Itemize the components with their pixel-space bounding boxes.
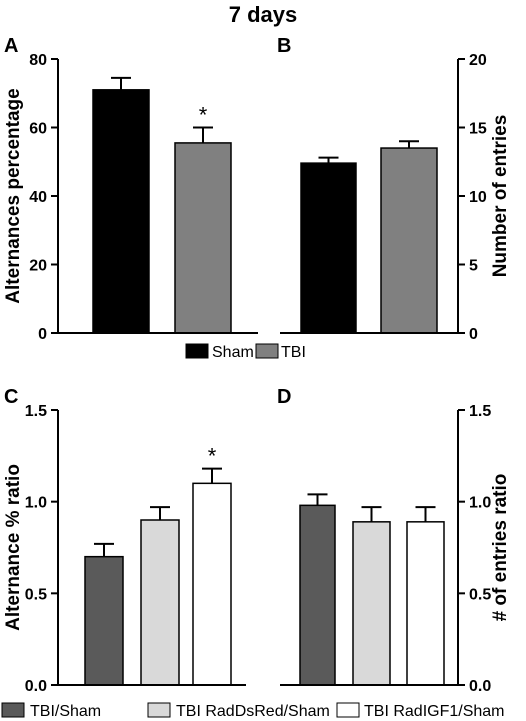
panel-a-significance-tbi: * <box>199 103 208 128</box>
panel-b-y-axis-label: Number of entries <box>490 115 511 278</box>
panel-c-y-axis-label: Alternance % ratio <box>3 464 24 631</box>
figure-title: 7 days <box>229 2 298 27</box>
legend-swatch-tbi <box>255 343 279 359</box>
legend-swatch-tbi-raddsred-sham <box>147 702 171 718</box>
legend-label-sham: Sham <box>212 344 254 361</box>
legend-swatch-tbi-sham <box>1 702 25 718</box>
panel-b-tick-label: 10 <box>469 189 487 206</box>
panel-c-bar-tbi-sham <box>84 555 124 686</box>
panel-b-bar-tbi <box>380 147 438 334</box>
panel-c-tick-label: 1.5 <box>25 403 47 420</box>
panel-d-bar-tbi-raddsred-sham <box>352 521 391 686</box>
panel-c-tick-label: 0.5 <box>25 586 47 603</box>
panel-d-tick-label: 1.5 <box>469 403 491 420</box>
legend-swatch-tbi-radigf1-sham <box>336 702 360 718</box>
panel-a-label: A <box>4 35 18 57</box>
panel-d-bar-tbi-sham <box>299 504 336 686</box>
legend-label-tbi: TBI <box>281 344 306 361</box>
panel-b-tick-label: 15 <box>469 121 487 138</box>
panel-a-y-axis-label: Alternances percentage <box>3 88 24 303</box>
panel-a-tick-label: 80 <box>29 52 47 69</box>
panel-b-tick-label: 0 <box>469 326 478 343</box>
panel-c-label: C <box>4 386 18 408</box>
panel-c-tick-label: 0.0 <box>25 678 47 695</box>
panel-d-label: D <box>277 386 291 408</box>
panel-d-tick-label: 0.5 <box>469 586 491 603</box>
panel-c-significance-tbi-radigf1-sham: * <box>208 444 217 469</box>
panel-a-bar-tbi <box>174 142 232 334</box>
panel-c-bar-tbi-radigf1-sham <box>192 482 232 686</box>
panel-b-label: B <box>277 35 291 57</box>
panel-c-bar-tbi-raddsred-sham <box>140 519 180 686</box>
panel-a-tick-label: 20 <box>29 258 47 275</box>
panel-b-tick-label: 20 <box>469 52 487 69</box>
legend-swatch-sham <box>185 343 209 359</box>
panel-d-tick-label: 1.0 <box>469 495 491 512</box>
legend-label-tbi-sham: TBI/Sham <box>30 703 101 720</box>
panel-b-tick-label: 5 <box>469 258 478 275</box>
panel-d-y-axis-label: # of entries ratio <box>490 474 511 622</box>
legend-label-tbi-radigf1-sham: TBI RadIGF1/Sham <box>364 703 505 720</box>
panel-a-tick-label: 60 <box>29 121 47 138</box>
panel-b-bar-sham <box>300 162 357 334</box>
panel-d-tick-label: 0.0 <box>469 678 491 695</box>
legend-label-tbi-raddsred-sham: TBI RadDsRed/Sham <box>176 703 330 720</box>
panel-a-bar-sham <box>92 89 150 334</box>
panel-d-bar-tbi-radigf1-sham <box>406 521 445 686</box>
panel-a-tick-label: 0 <box>38 326 47 343</box>
panel-c-tick-label: 1.0 <box>25 495 47 512</box>
panel-a-tick-label: 40 <box>29 189 47 206</box>
